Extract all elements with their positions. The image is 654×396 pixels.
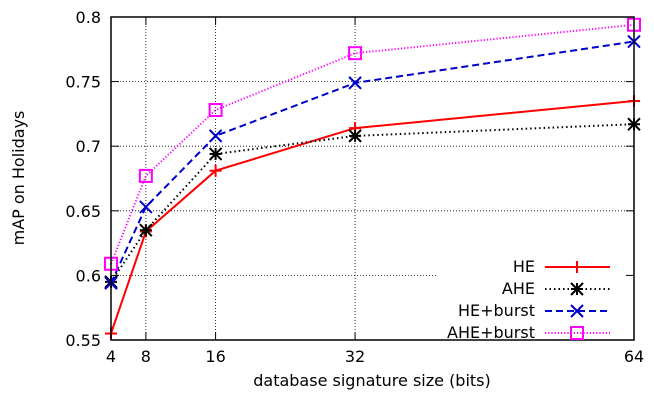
y-tick-label: 0.7 bbox=[76, 137, 101, 156]
series-lines bbox=[104, 17, 641, 340]
legend-label: HE bbox=[513, 257, 535, 276]
data-point-marker bbox=[208, 147, 223, 161]
x-tick-label: 4 bbox=[106, 347, 116, 366]
series-line-4 bbox=[110, 23, 635, 265]
data-point-marker bbox=[348, 76, 362, 90]
data-point-marker bbox=[348, 46, 363, 61]
legend: HE AHE HE+burst AHE+burst bbox=[447, 257, 610, 342]
data-point-marker bbox=[208, 103, 223, 118]
axis-ticks: 0.55 0.6 0.65 0.7 0.75 0.8 4 8 16 32 64 bbox=[65, 8, 644, 366]
plot-frame bbox=[110, 16, 635, 341]
x-tick-label: 16 bbox=[205, 347, 225, 366]
data-point-marker bbox=[138, 168, 153, 183]
y-axis-label: mAP on Holidays bbox=[9, 111, 28, 246]
legend-label: AHE+burst bbox=[447, 323, 535, 342]
y-tick-label: 0.75 bbox=[65, 73, 101, 92]
x-tick-label: 64 bbox=[624, 347, 644, 366]
data-point-marker bbox=[139, 223, 153, 237]
series-line-2 bbox=[110, 123, 635, 283]
legend-marker bbox=[570, 326, 584, 340]
x-axis-label: database signature size (bits) bbox=[253, 371, 491, 390]
y-tick-label: 0.65 bbox=[65, 202, 101, 221]
grid-lines bbox=[111, 17, 634, 340]
data-point-marker bbox=[139, 200, 153, 214]
legend-marker bbox=[571, 261, 583, 273]
legend-marker bbox=[570, 282, 584, 296]
legend-marker bbox=[570, 304, 584, 318]
data-point-marker bbox=[209, 164, 222, 177]
x-tick-label: 8 bbox=[141, 347, 151, 366]
y-tick-label: 0.6 bbox=[76, 266, 101, 285]
data-point-marker bbox=[348, 129, 362, 143]
series-line-3 bbox=[110, 40, 635, 284]
x-tick-label: 32 bbox=[345, 347, 365, 366]
y-tick-label: 0.8 bbox=[76, 8, 101, 27]
legend-label: HE+burst bbox=[458, 301, 535, 320]
legend-label: AHE bbox=[502, 279, 535, 298]
y-tick-label: 0.55 bbox=[65, 331, 101, 350]
data-point-marker bbox=[208, 129, 223, 143]
